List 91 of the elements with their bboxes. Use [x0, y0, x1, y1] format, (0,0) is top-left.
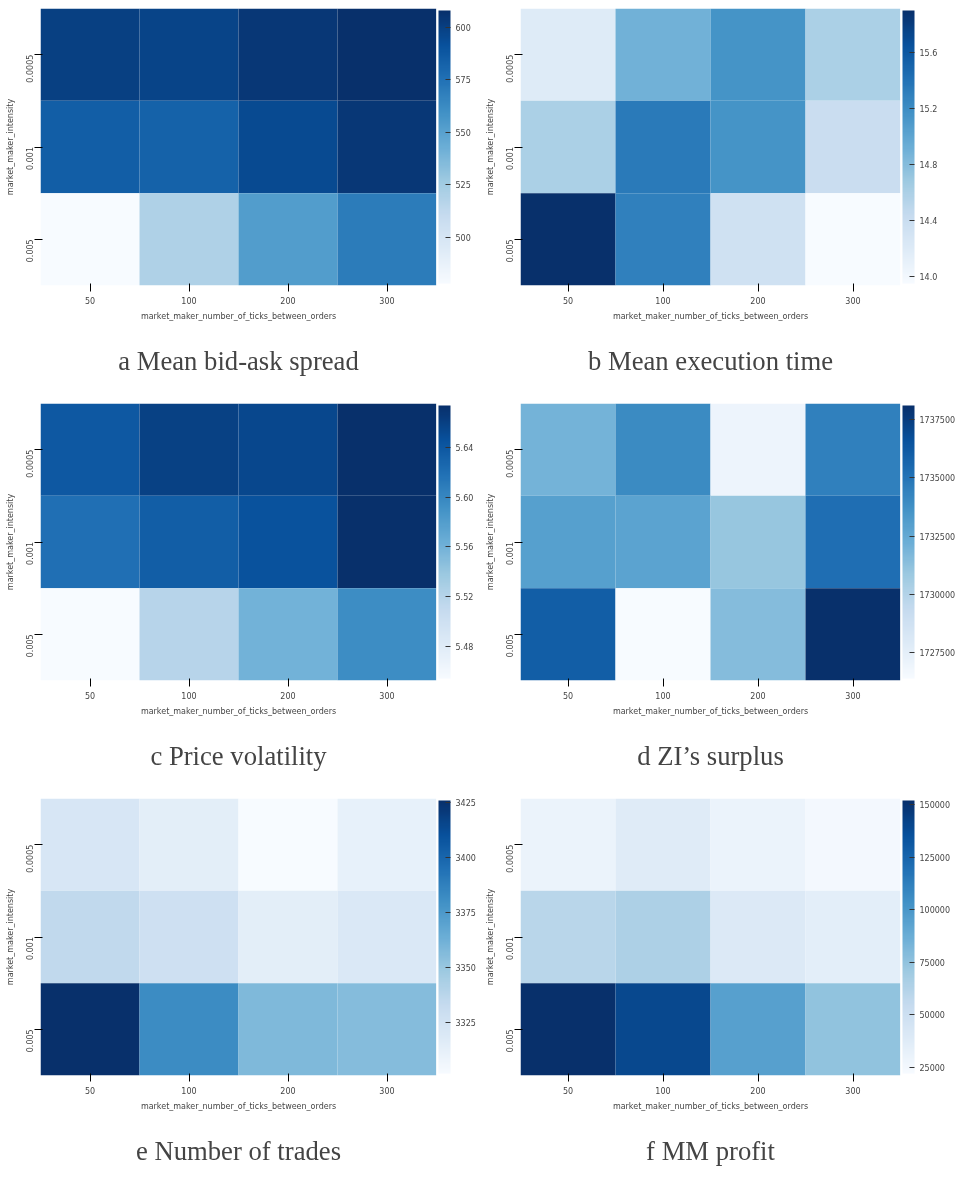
color-bar-label: 5.48 [455, 642, 474, 652]
y-tick-label: 0.005 [506, 634, 515, 658]
y-tick-label: 0.001 [26, 937, 35, 960]
x-axis-title: market_maker_number_of_ticks_between_orders [140, 706, 337, 716]
y-tick-label: 0.001 [26, 542, 35, 565]
color-bar-label: 500 [455, 233, 471, 243]
x-tick-label: 300 [379, 296, 395, 306]
text: d ZI’s surplus [637, 740, 784, 771]
y-tick-label: 0.0005 [506, 449, 515, 478]
y-axis-title: market_maker_intensity [485, 493, 495, 591]
color-bar-label: 14.0 [919, 273, 938, 282]
color-bar-label: 5.52 [455, 593, 474, 603]
y-tick-label: 0.001 [26, 147, 35, 170]
x-axis-title: market_maker_number_of_ticks_between_orders [612, 706, 809, 716]
color-bar-label: 1730000 [919, 591, 956, 600]
y-tick-label: 0.001 [506, 937, 515, 960]
color-bar-label: 525 [455, 181, 471, 191]
color-bar-label: 15.2 [919, 105, 938, 114]
x-tick-label: 50 [562, 296, 574, 306]
y-tick-label: 0.005 [26, 634, 35, 658]
x-axis-title: market_maker_number_of_ticks_between_orders [612, 311, 809, 321]
color-bar-label: 14.8 [919, 161, 938, 170]
x-axis-title: market_maker_number_of_ticks_between_orders [140, 311, 337, 321]
y-tick-label: 0.005 [26, 239, 35, 263]
x-tick-label: 50 [562, 1086, 574, 1096]
text: b Mean execution time [588, 345, 834, 376]
color-bar-label: 25000 [919, 1063, 945, 1073]
color-bar-label: 3375 [455, 909, 476, 919]
color-bar-label: 5.56 [455, 543, 474, 553]
color-bar-label: 1732500 [919, 532, 956, 542]
text: a Mean bid-ask spread [118, 345, 359, 376]
x-tick-label: 100 [181, 691, 197, 701]
x-axis-title: market_maker_number_of_ticks_between_orders [612, 1101, 809, 1111]
y-tick-label: 0.005 [506, 239, 515, 263]
text: e Number of trades [135, 1135, 342, 1166]
y-tick-label: 0.0005 [26, 54, 35, 83]
color-bar-label: 575 [455, 76, 471, 86]
color-bar-label: 14.4 [919, 217, 938, 226]
x-tick-label: 200 [750, 691, 766, 701]
color-bar-label: 5.60 [455, 493, 474, 503]
x-tick-label: 200 [750, 296, 766, 306]
x-tick-label: 200 [280, 691, 296, 701]
x-tick-label: 100 [655, 691, 671, 701]
x-tick-label: 300 [845, 691, 861, 701]
color-bar-label: 3325 [455, 1019, 476, 1029]
y-tick-label: 0.0005 [506, 844, 515, 873]
color-bar-label: 150000 [919, 801, 951, 811]
color-bar-label: 50000 [919, 1011, 945, 1021]
x-tick-label: 200 [280, 1086, 296, 1096]
x-tick-label: 100 [655, 1086, 671, 1096]
color-bar-label: 3350 [455, 964, 476, 974]
y-axis-title: market_maker_intensity [5, 493, 15, 591]
x-tick-label: 50 [84, 296, 96, 306]
x-tick-label: 200 [750, 1086, 766, 1096]
y-axis-title: market_maker_intensity [485, 98, 495, 196]
x-tick-label: 50 [562, 691, 574, 701]
color-bar-label: 550 [455, 128, 471, 138]
y-tick-label: 0.005 [506, 1029, 515, 1053]
text: c Price volatility [150, 740, 328, 771]
x-tick-label: 300 [845, 296, 861, 306]
x-tick-label: 50 [84, 691, 96, 701]
color-bar-label: 100000 [919, 906, 951, 916]
color-bar-label: 15.6 [919, 49, 938, 58]
color-bar-label: 600 [455, 23, 471, 33]
x-tick-label: 300 [379, 1086, 395, 1096]
text: f MM profit [646, 1135, 776, 1166]
color-bar-label: 3425 [455, 799, 476, 809]
y-axis-title: market_maker_intensity [5, 888, 15, 986]
color-bar-label: 125000 [919, 853, 951, 863]
y-axis-title: market_maker_intensity [485, 888, 495, 986]
y-tick-label: 0.0005 [26, 844, 35, 873]
y-tick-label: 0.0005 [506, 54, 515, 83]
color-bar-label: 75000 [919, 958, 945, 968]
color-bar-label: 1727500 [919, 649, 956, 659]
x-tick-label: 100 [181, 296, 197, 306]
x-axis-title: market_maker_number_of_ticks_between_orders [140, 1101, 337, 1111]
x-tick-label: 200 [280, 296, 296, 306]
y-axis-title: market_maker_intensity [5, 98, 15, 196]
color-bar-label: 3400 [455, 854, 476, 864]
color-bar-label: 1735000 [919, 474, 956, 484]
y-tick-label: 0.001 [506, 542, 515, 565]
x-tick-label: 300 [379, 691, 395, 701]
y-tick-label: 0.001 [506, 147, 515, 170]
color-bar-label: 5.64 [455, 444, 474, 454]
y-tick-label: 0.0005 [26, 449, 35, 478]
y-tick-label: 0.005 [26, 1029, 35, 1053]
color-bar-label: 1737500 [919, 416, 956, 425]
x-tick-label: 100 [181, 1086, 197, 1096]
x-tick-label: 50 [84, 1086, 96, 1096]
x-tick-label: 100 [655, 296, 671, 306]
x-tick-label: 300 [845, 1086, 861, 1096]
